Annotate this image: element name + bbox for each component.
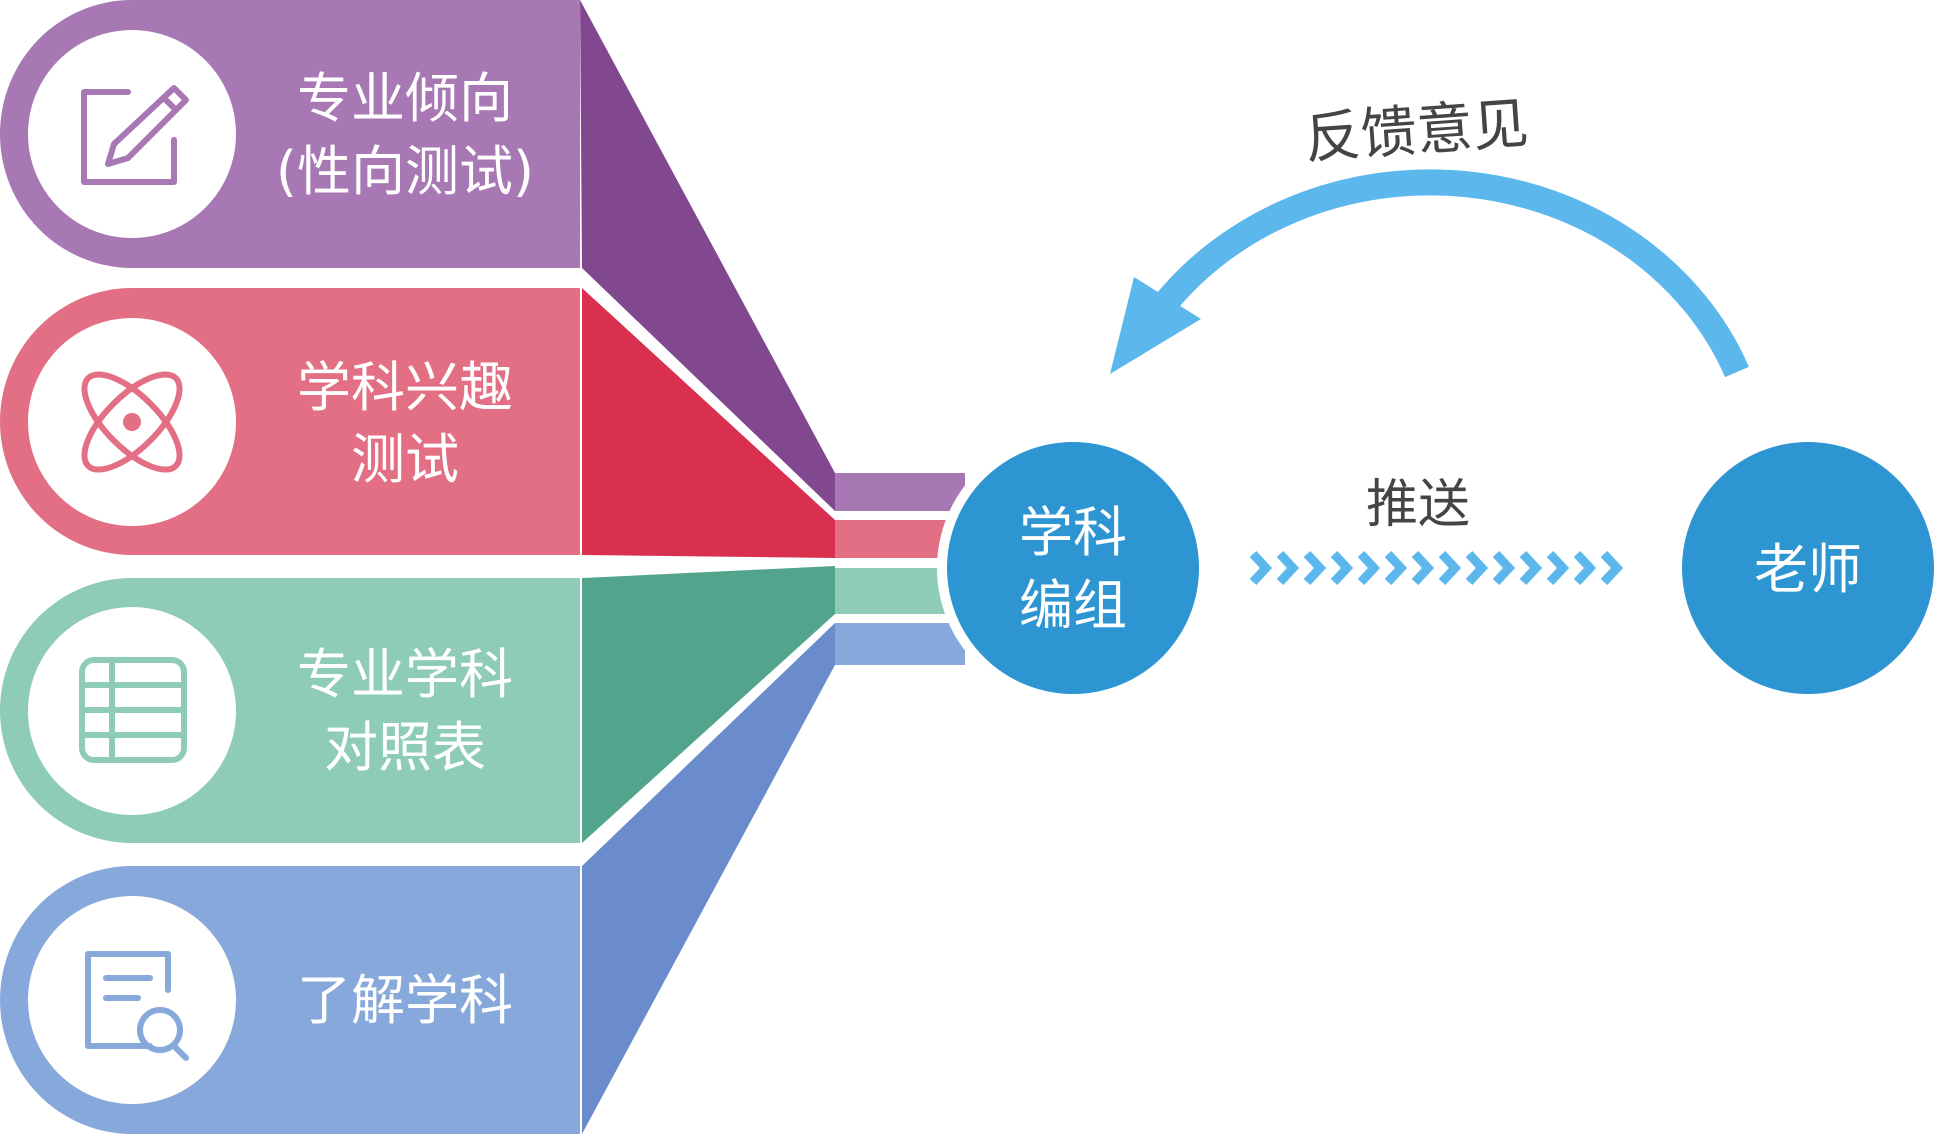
category-1-label: 专业倾向 (性向测试) [276,67,534,203]
chevron-mark [1573,550,1597,586]
hub-node [947,442,1199,694]
red-wedge [582,288,835,558]
svg-text:编组: 编组 [1019,574,1127,637]
icon-circle-1 [28,30,236,238]
svg-text:专业学科: 专业学科 [297,643,513,706]
svg-text:对照表: 对照表 [324,716,486,779]
green-wedge [582,566,835,843]
chevron-mark [1546,550,1570,586]
svg-text:学科兴趣: 学科兴趣 [297,356,513,419]
svg-text:(性向测试): (性向测试) [276,140,534,203]
hub-node-label: 学科 编组 [1019,501,1127,637]
atom-icon [81,371,183,473]
feedback-arrowhead [1110,277,1201,374]
table-grid-icon [79,657,187,763]
chevron-mark [1600,550,1624,586]
chevron-mark [1519,550,1543,586]
chevron-mark [1276,550,1300,586]
edit-pencil-icon [81,85,189,185]
blue-connector [835,623,965,665]
chevron-mark [1411,550,1435,586]
push-label: 推送 [1366,475,1470,535]
chevron-mark [1492,550,1516,586]
chevron-mark [1330,550,1354,586]
chevron-mark [1303,550,1327,586]
teacher-node-label: 老师 [1754,538,1862,601]
blue-wedge [582,623,835,1134]
chevron-mark [1384,550,1408,586]
svg-text:学科: 学科 [1019,501,1127,564]
purple-connector [835,473,965,511]
chevron-mark [1465,550,1489,586]
category-3-label: 专业学科 对照表 [297,643,513,779]
feedback-arc [1146,169,1749,378]
svg-text:测试: 测试 [351,428,459,491]
category-4-label: 了解学科 [297,969,513,1032]
teacher-node [1682,442,1934,694]
document-search-icon [85,951,189,1061]
svg-text:了解学科: 了解学科 [297,969,513,1032]
push-chevron-arrows [1249,550,1624,586]
feedback-label: 反馈意见 [1303,91,1531,171]
chevron-mark [1357,550,1381,586]
chevron-mark [1249,550,1273,586]
svg-text:专业倾向: 专业倾向 [297,67,513,130]
category-2-label: 学科兴趣 测试 [297,356,513,491]
purple-wedge [580,0,835,511]
chevron-mark [1438,550,1462,586]
